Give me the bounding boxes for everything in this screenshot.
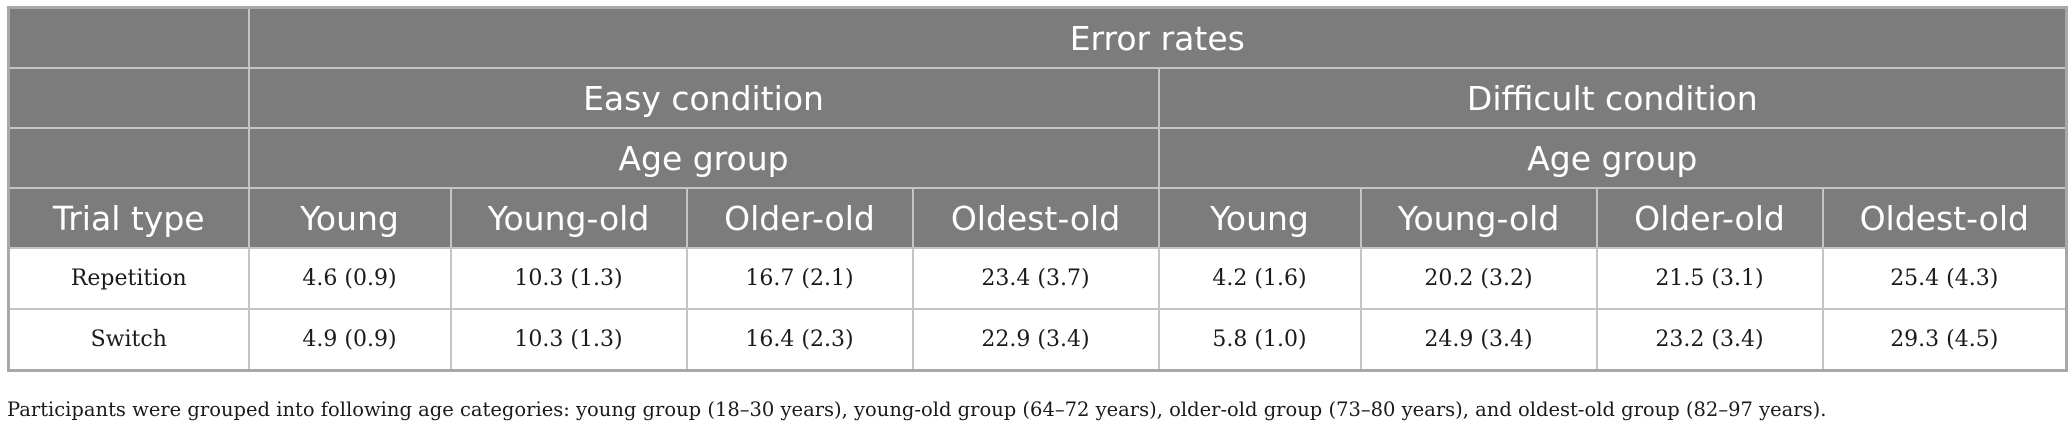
error-rates-table: Error rates Easy condition Difficult con… [7, 6, 2069, 372]
column-header-difficult-older-old: Older-old [1595, 187, 1824, 249]
easy-condition-header: Easy condition [247, 67, 1160, 129]
table-cell: 24.9 (3.4) [1359, 308, 1598, 372]
table-cell: 20.2 (3.2) [1359, 247, 1598, 310]
table-cell: 23.4 (3.7) [911, 247, 1160, 310]
table-cell: 22.9 (3.4) [911, 308, 1160, 372]
column-header-easy-older-old: Older-old [685, 187, 914, 249]
header-row-age-group: Age group Age group [7, 127, 2068, 189]
difficult-condition-header: Difficult condition [1157, 67, 2068, 129]
row-label: Repetition [7, 247, 250, 310]
age-group-header-easy: Age group [247, 127, 1160, 189]
column-header-difficult-oldest-old: Oldest-old [1821, 187, 2068, 249]
table-cell: 21.5 (3.1) [1595, 247, 1824, 310]
table-cell: 4.6 (0.9) [247, 247, 452, 310]
table-cell: 4.2 (1.6) [1157, 247, 1362, 310]
table-footnote: Participants were grouped into following… [7, 398, 1827, 421]
header-empty-cell [7, 127, 250, 189]
table-cell: 23.2 (3.4) [1595, 308, 1824, 372]
table-cell: 16.4 (2.3) [685, 308, 914, 372]
table-cell: 29.3 (4.5) [1821, 308, 2068, 372]
table-row: Switch 4.9 (0.9) 10.3 (1.3) 16.4 (2.3) 2… [7, 308, 2068, 372]
header-empty-cell [7, 6, 250, 69]
table-cell: 5.8 (1.0) [1157, 308, 1362, 372]
row-label: Switch [7, 308, 250, 372]
header-row-error-rates: Error rates [7, 6, 2068, 69]
column-header-difficult-young: Young [1157, 187, 1362, 249]
table-cell: 10.3 (1.3) [449, 247, 688, 310]
table-row: Repetition 4.6 (0.9) 10.3 (1.3) 16.7 (2.… [7, 247, 2068, 310]
table-cell: 25.4 (4.3) [1821, 247, 2068, 310]
column-header-easy-oldest-old: Oldest-old [911, 187, 1160, 249]
header-empty-cell [7, 67, 250, 129]
table-cell: 16.7 (2.1) [685, 247, 914, 310]
column-header-easy-young: Young [247, 187, 452, 249]
age-group-header-difficult: Age group [1157, 127, 2068, 189]
column-header-difficult-young-old: Young-old [1359, 187, 1598, 249]
table-cell: 4.9 (0.9) [247, 308, 452, 372]
error-rates-header: Error rates [247, 6, 2068, 69]
header-row-conditions: Easy condition Difficult condition [7, 67, 2068, 129]
table-wrapper: Error rates Easy condition Difficult con… [7, 6, 2069, 372]
trial-type-header: Trial type [7, 187, 250, 249]
table-cell: 10.3 (1.3) [449, 308, 688, 372]
header-row-columns: Trial type Young Young-old Older-old Old… [7, 187, 2068, 249]
column-header-easy-young-old: Young-old [449, 187, 688, 249]
